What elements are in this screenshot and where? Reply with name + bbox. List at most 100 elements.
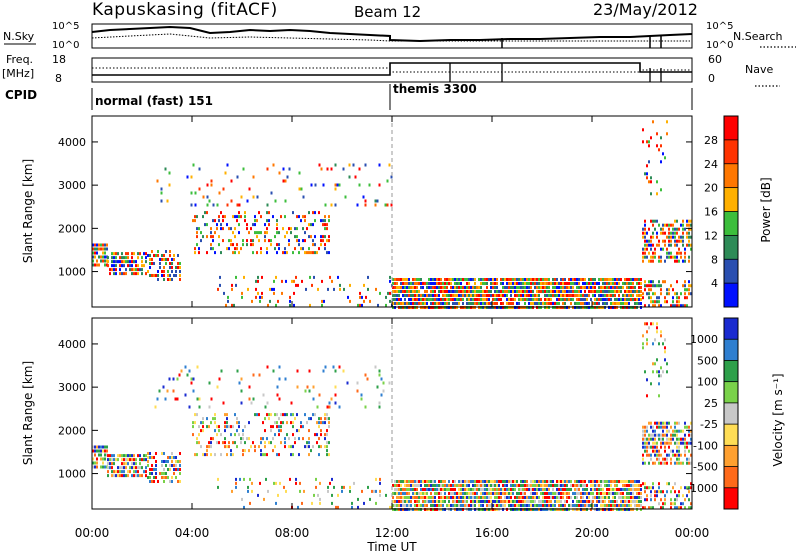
range-cell [426,480,428,483]
range-cell [464,496,466,499]
range-cell [522,488,524,491]
range-cell [644,482,646,486]
range-cell [320,243,322,247]
range-cell [194,191,197,195]
range-cell [644,322,646,326]
range-cell [440,278,442,281]
freq-panel: Freq. [MHz] 18 8 60 0 Nave [2,53,780,87]
range-cell [139,466,141,470]
colorbar-swatch [724,283,738,307]
range-cell [414,492,416,495]
range-cell [252,223,254,227]
range-cell [644,425,646,429]
range-cell [210,445,212,449]
range-cell [688,461,690,465]
range-cell [574,504,576,507]
range-cell [522,278,524,281]
range-cell [562,286,564,289]
range-cell [304,389,307,393]
range-cell [672,453,674,457]
x-tick-label: 16:00 [475,526,510,540]
range-cell [111,264,113,268]
range-cell [145,252,147,256]
range-cell [432,488,434,491]
range-cell [688,280,690,284]
range-cell [289,295,291,299]
range-cell [410,480,412,483]
range-cell [532,492,534,495]
range-cell [228,239,230,243]
range-cell [160,187,163,191]
range-cell [664,502,666,506]
range-cell [568,286,570,289]
range-cell [242,449,244,453]
range-cell [278,365,281,369]
range-cell [460,488,462,491]
range-cell [327,489,329,493]
range-cell [498,480,500,483]
range-cell [456,302,458,305]
range-cell [658,280,660,284]
range-cell [412,496,414,499]
range-cell [113,264,115,268]
range-cell [137,264,139,268]
range-cell [109,272,111,276]
range-cell [604,504,606,507]
range-cell [554,282,556,285]
range-cell [218,191,221,195]
range-cell [157,278,159,281]
range-cell [676,292,678,296]
range-cell [442,286,444,289]
range-cell [686,296,688,300]
range-cell [628,290,630,293]
range-cell [361,489,363,493]
range-cell [426,290,428,293]
range-cell [440,298,442,301]
range-cell [365,295,367,299]
range-cell [347,295,349,299]
range-cell [622,302,624,305]
range-cell [478,500,480,503]
range-cell [578,278,580,281]
range-cell [159,258,161,261]
range-cell [286,421,288,425]
range-cell [378,401,381,405]
range-cell [400,500,402,503]
range-cell [320,167,323,171]
range-cell [428,278,430,281]
range-cell [426,492,428,495]
range-cell [558,286,560,289]
range-cell [560,480,562,483]
range-cell [234,441,236,445]
range-cell [155,472,157,475]
range-cell [216,223,218,227]
range-cell [318,437,320,441]
range-cell [542,484,544,487]
range-cell [326,239,328,243]
range-cell [532,496,534,499]
range-cell [460,496,462,499]
range-cell [296,429,298,433]
range-cell [544,488,546,491]
nsearch-line [91,33,690,42]
range-cell [242,437,244,441]
range-cell [658,374,660,378]
range-cell [317,287,319,291]
range-cell [320,219,322,223]
range-cell [676,243,678,247]
range-cell [528,504,530,507]
range-cell [428,294,430,297]
range-cell [478,298,480,301]
range-cell [422,488,424,491]
range-cell [646,292,648,296]
range-cell [502,500,504,503]
range-cell [259,481,261,485]
range-cell [252,239,254,243]
range-cell [224,171,227,175]
range-cell [133,260,135,264]
range-cell [258,373,261,377]
range-cell [610,488,612,491]
range-cell [566,282,568,285]
range-cell [610,298,612,301]
